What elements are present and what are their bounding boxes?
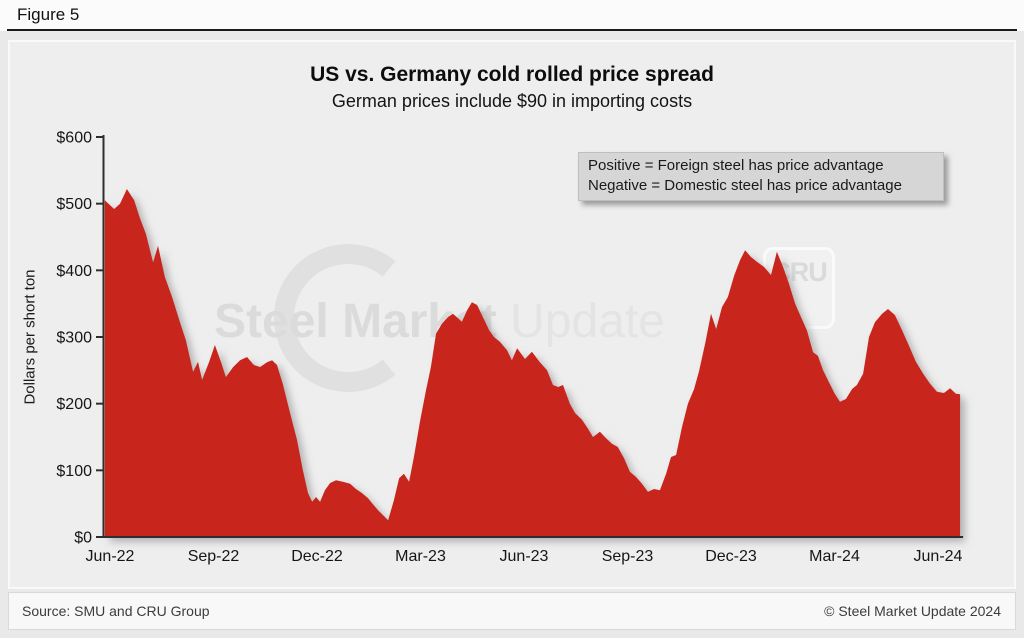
annotation-box: Positive = Foreign steel has price advan… xyxy=(578,152,944,201)
x-tick-label: Jun-22 xyxy=(86,548,135,565)
x-tick-label: Dec-23 xyxy=(705,548,757,565)
annotation-line-positive: Positive = Foreign steel has price advan… xyxy=(588,157,884,174)
y-tick-label: $100 xyxy=(56,463,92,480)
copyright-text: © Steel Market Update 2024 xyxy=(824,603,1001,619)
y-tick-label: $0 xyxy=(74,530,92,547)
y-tick-label: $600 xyxy=(56,130,92,147)
y-axis-title: Dollars per short ton xyxy=(21,269,39,405)
x-tick-label: Mar-24 xyxy=(809,548,860,565)
x-tick-label: Sep-23 xyxy=(602,548,654,565)
x-tick-label: Sep-22 xyxy=(188,548,240,565)
y-tick-label: $300 xyxy=(56,330,92,347)
chart-subtitle: German prices include $90 in importing c… xyxy=(331,91,693,111)
footer-bar: Source: SMU and CRU Group © Steel Market… xyxy=(8,592,1016,630)
figure-header: Figure 5 xyxy=(0,0,1024,31)
smu-ring-logo-icon xyxy=(274,244,422,392)
x-tick-label: Jun-24 xyxy=(914,548,963,565)
header-rule xyxy=(7,29,1017,31)
y-tick-label: $400 xyxy=(56,263,92,280)
chart-title: US vs. Germany cold rolled price spread xyxy=(310,63,714,86)
y-tick-label: $500 xyxy=(56,196,92,213)
x-tick-label: Mar-23 xyxy=(395,548,446,565)
y-tick-label: $200 xyxy=(56,396,92,413)
x-tick-label: Dec-22 xyxy=(291,548,343,565)
source-text: Source: SMU and CRU Group xyxy=(22,603,210,619)
annotation-line-negative: Negative = Domestic steel has price adva… xyxy=(588,177,902,194)
price-spread-area-series xyxy=(104,189,961,537)
x-tick-label: Jun-23 xyxy=(500,548,549,565)
figure-label: Figure 5 xyxy=(17,5,80,24)
watermark-text-light: Update xyxy=(496,295,665,348)
